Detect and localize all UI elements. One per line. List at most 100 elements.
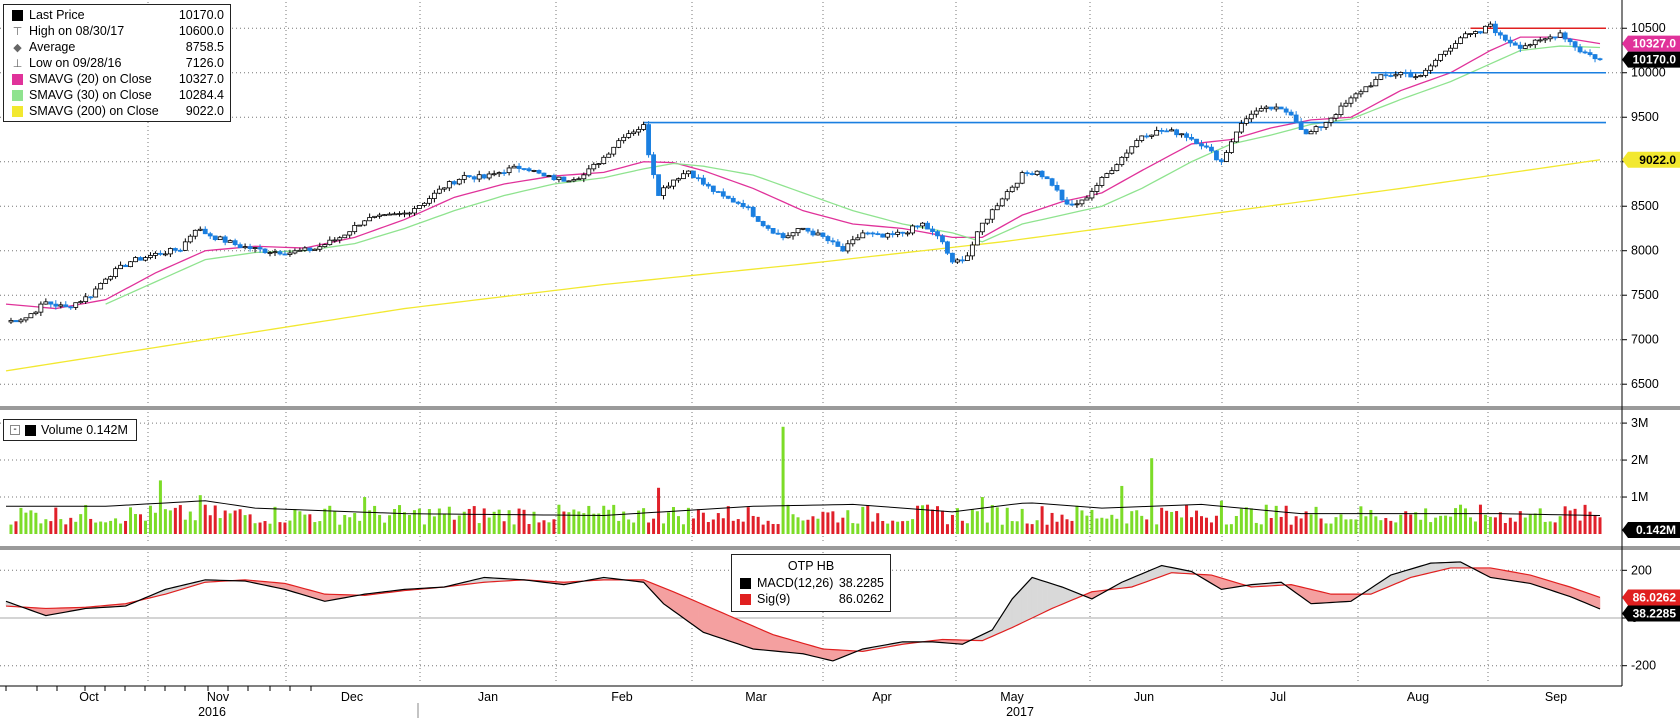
candle — [785, 232, 791, 239]
candle-body — [790, 232, 796, 237]
volume-bar — [447, 506, 451, 534]
candle-body — [775, 232, 781, 235]
candle — [1358, 89, 1364, 98]
macd-fill — [713, 608, 719, 638]
volume-bar — [617, 520, 621, 534]
candle — [631, 129, 637, 136]
candle-body — [1527, 44, 1533, 47]
candle-body — [691, 170, 696, 179]
candle — [197, 226, 203, 232]
candle — [252, 247, 258, 253]
candle-body — [476, 174, 482, 180]
candle-body — [661, 187, 666, 196]
volume-bar — [1513, 521, 1517, 534]
volume-bar — [1379, 520, 1383, 534]
candle-body — [969, 244, 975, 257]
volume-bar — [517, 508, 521, 534]
volume-bar — [109, 520, 113, 534]
candle — [830, 237, 836, 246]
candle — [1507, 36, 1513, 47]
candle-body — [327, 239, 333, 246]
candle — [915, 225, 920, 230]
candle-body — [1433, 59, 1439, 67]
candle — [322, 243, 328, 248]
candle-body — [1039, 170, 1045, 178]
candle-body — [1089, 191, 1095, 199]
volume-bar — [422, 524, 426, 534]
candle — [1104, 172, 1110, 178]
candle-body — [172, 248, 178, 251]
volume-legend: - Volume 0.142M — [3, 419, 137, 441]
candle-body — [143, 257, 148, 261]
candle — [1184, 131, 1189, 142]
candle-body — [1258, 108, 1264, 112]
volume-bar — [138, 514, 142, 534]
candle-body — [999, 198, 1005, 207]
candle-body — [1139, 135, 1145, 141]
volume-bar — [1030, 524, 1034, 534]
candle — [1059, 189, 1065, 202]
candle-body — [1488, 23, 1493, 27]
candle-body — [1318, 126, 1324, 129]
volume-bar — [278, 522, 282, 534]
volume-bar — [1025, 523, 1029, 534]
volume-bar — [926, 504, 930, 534]
candle-body — [1124, 152, 1130, 158]
candle-body — [984, 218, 990, 224]
candle — [895, 229, 901, 238]
legend-value: 86.0262 — [838, 592, 884, 606]
volume-bar — [975, 511, 979, 534]
candle — [870, 231, 876, 238]
candle-body — [905, 232, 911, 235]
candle-body — [1547, 36, 1553, 40]
legend-label: SMAVG (200) on Close — [29, 104, 159, 118]
candle-body — [63, 304, 69, 308]
candle — [431, 190, 437, 203]
candle-body — [1263, 106, 1269, 109]
volume-bar — [258, 522, 262, 534]
value-tag-bg — [1622, 35, 1680, 52]
volume-bar — [657, 487, 661, 534]
price-legend-row: SMAVG (200) on Close 9022.0 — [4, 103, 230, 119]
candle-body — [382, 214, 387, 217]
candle-body — [1463, 33, 1468, 39]
candle — [720, 188, 726, 199]
price-tick-label: 8000 — [1631, 244, 1659, 258]
candle — [133, 256, 138, 263]
volume-bar — [1389, 520, 1393, 534]
candle — [1069, 200, 1075, 207]
price-legend-row: Last Price 10170.0 — [4, 7, 230, 23]
volume-bar — [303, 514, 307, 534]
candle — [820, 232, 826, 239]
candle — [471, 175, 477, 183]
candle — [68, 305, 74, 310]
candle — [735, 200, 741, 206]
candle-body — [1209, 146, 1214, 152]
candle-body — [800, 227, 806, 230]
volume-bar — [776, 524, 780, 534]
volume-bar — [1180, 517, 1184, 534]
volume-bar — [1558, 516, 1562, 534]
volume-bar — [338, 524, 342, 534]
volume-bar — [512, 524, 516, 534]
candle-body — [1298, 121, 1304, 130]
volume-bar — [39, 523, 43, 534]
candle-body — [1179, 133, 1184, 136]
low-marker-icon: ⊥ — [12, 57, 23, 70]
collapse-icon[interactable]: - — [10, 425, 20, 435]
candle — [755, 215, 761, 222]
candle — [436, 185, 442, 195]
volume-bar — [148, 505, 152, 534]
candle-body — [1507, 39, 1513, 44]
candle-body — [297, 249, 303, 252]
legend-label: Low on 09/28/16 — [29, 56, 122, 70]
candle — [1338, 102, 1344, 117]
candle-body — [18, 319, 24, 323]
volume-bar — [612, 504, 616, 534]
candle-body — [621, 136, 627, 142]
volume-bar — [163, 509, 167, 534]
candle — [1024, 170, 1030, 177]
volume-bar — [522, 509, 526, 534]
candle — [1328, 117, 1334, 127]
candle-body — [1428, 65, 1434, 71]
